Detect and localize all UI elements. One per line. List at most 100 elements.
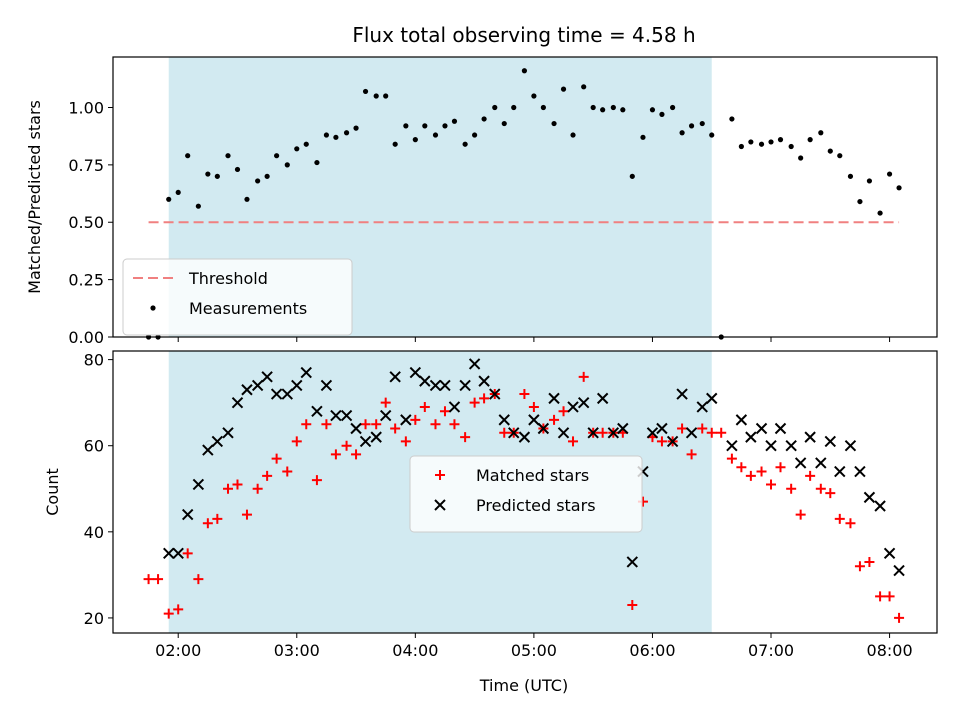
data-point bbox=[163, 547, 175, 560]
data-point bbox=[343, 130, 350, 136]
data-point bbox=[818, 130, 824, 136]
data-point bbox=[877, 210, 883, 216]
data-point bbox=[685, 427, 698, 439]
data-point bbox=[729, 116, 735, 122]
data-point bbox=[181, 508, 194, 521]
data-point bbox=[883, 547, 896, 560]
panel-ratio: 0.00 0.25 0.50 0.75 1.00 Matched/Predicted st… bbox=[25, 56, 938, 347]
data-point bbox=[303, 141, 309, 147]
data-point bbox=[521, 68, 528, 74]
data-point bbox=[185, 153, 191, 159]
data-point bbox=[270, 388, 283, 400]
data-point bbox=[153, 574, 164, 585]
data-point bbox=[847, 173, 854, 179]
data-point bbox=[429, 379, 442, 392]
x-tick-label: 05:00 bbox=[511, 641, 557, 660]
data-point bbox=[392, 141, 398, 147]
data-point bbox=[192, 478, 205, 491]
data-point bbox=[697, 423, 708, 434]
data-point bbox=[255, 178, 261, 184]
data-point bbox=[857, 198, 863, 205]
data-point bbox=[649, 107, 656, 113]
data-point bbox=[340, 409, 353, 422]
data-point bbox=[419, 401, 430, 412]
data-point bbox=[551, 120, 557, 127]
data-point bbox=[410, 414, 421, 425]
data-point bbox=[262, 470, 273, 481]
data-point bbox=[212, 513, 223, 524]
data-point bbox=[314, 159, 320, 166]
data-point bbox=[560, 86, 567, 92]
y-tick-label: 20 bbox=[84, 609, 104, 628]
data-point bbox=[549, 414, 560, 425]
data-point bbox=[373, 93, 379, 99]
data-point bbox=[143, 574, 154, 585]
data-point bbox=[893, 564, 905, 577]
data-point bbox=[824, 435, 837, 448]
data-point bbox=[766, 479, 777, 490]
data-point bbox=[432, 132, 439, 138]
data-point bbox=[581, 84, 587, 90]
data-point bbox=[696, 401, 708, 413]
data-point bbox=[370, 431, 382, 443]
plot-frame bbox=[112, 350, 938, 634]
data-point bbox=[774, 422, 787, 435]
data-point bbox=[688, 123, 695, 129]
data-point bbox=[291, 436, 302, 447]
data-point bbox=[231, 396, 244, 409]
data-point bbox=[518, 431, 531, 443]
series-matched-stars bbox=[143, 371, 905, 623]
data-point bbox=[758, 141, 765, 147]
data-point bbox=[607, 427, 620, 439]
data-point bbox=[448, 401, 461, 413]
data-point bbox=[558, 406, 569, 417]
data-point bbox=[202, 444, 214, 456]
data-point bbox=[677, 423, 688, 434]
data-point bbox=[311, 475, 322, 486]
data-point bbox=[320, 379, 333, 392]
data-point bbox=[706, 392, 718, 405]
data-point bbox=[726, 453, 737, 464]
data-point bbox=[640, 134, 646, 140]
data-point bbox=[768, 139, 774, 145]
data-point bbox=[261, 371, 273, 383]
data-point bbox=[462, 141, 468, 147]
data-point bbox=[679, 130, 685, 136]
data-point bbox=[626, 556, 639, 568]
data-point bbox=[646, 427, 659, 439]
data-point bbox=[834, 513, 845, 524]
legend-label: Threshold bbox=[188, 269, 268, 288]
series-measurements bbox=[145, 68, 902, 340]
data-point bbox=[478, 375, 490, 387]
data-point bbox=[896, 185, 902, 191]
data-point bbox=[449, 419, 460, 430]
data-point bbox=[519, 389, 530, 400]
y-tick-label: 80 bbox=[84, 351, 104, 370]
data-point bbox=[528, 401, 539, 412]
data-point bbox=[400, 436, 411, 447]
data-point bbox=[557, 427, 570, 439]
data-point bbox=[567, 401, 579, 413]
legend-label: Predicted stars bbox=[476, 496, 596, 515]
data-point bbox=[271, 453, 282, 464]
legend-label: Measurements bbox=[189, 299, 307, 318]
data-point bbox=[755, 422, 768, 435]
data-point bbox=[656, 422, 668, 435]
data-point bbox=[735, 414, 748, 426]
chart-title: Flux total observing time = 4.58 h bbox=[352, 23, 695, 47]
data-point bbox=[481, 116, 487, 122]
data-point bbox=[686, 449, 697, 460]
data-point bbox=[499, 427, 510, 438]
data-point bbox=[281, 388, 293, 400]
data-point bbox=[798, 155, 804, 161]
data-point bbox=[765, 440, 777, 452]
x-tick-label: 07:00 bbox=[748, 641, 794, 660]
data-point bbox=[807, 137, 813, 143]
data-point bbox=[590, 104, 596, 111]
x-tick-label: 08:00 bbox=[867, 641, 913, 660]
legend: Matched stars Predicted stars bbox=[409, 455, 643, 533]
data-point bbox=[469, 397, 480, 408]
panel-counts: 20 40 60 80 02:00 03:00 04:00 05:00 06:00 07:00 08… bbox=[43, 350, 938, 660]
data-point bbox=[775, 462, 786, 473]
